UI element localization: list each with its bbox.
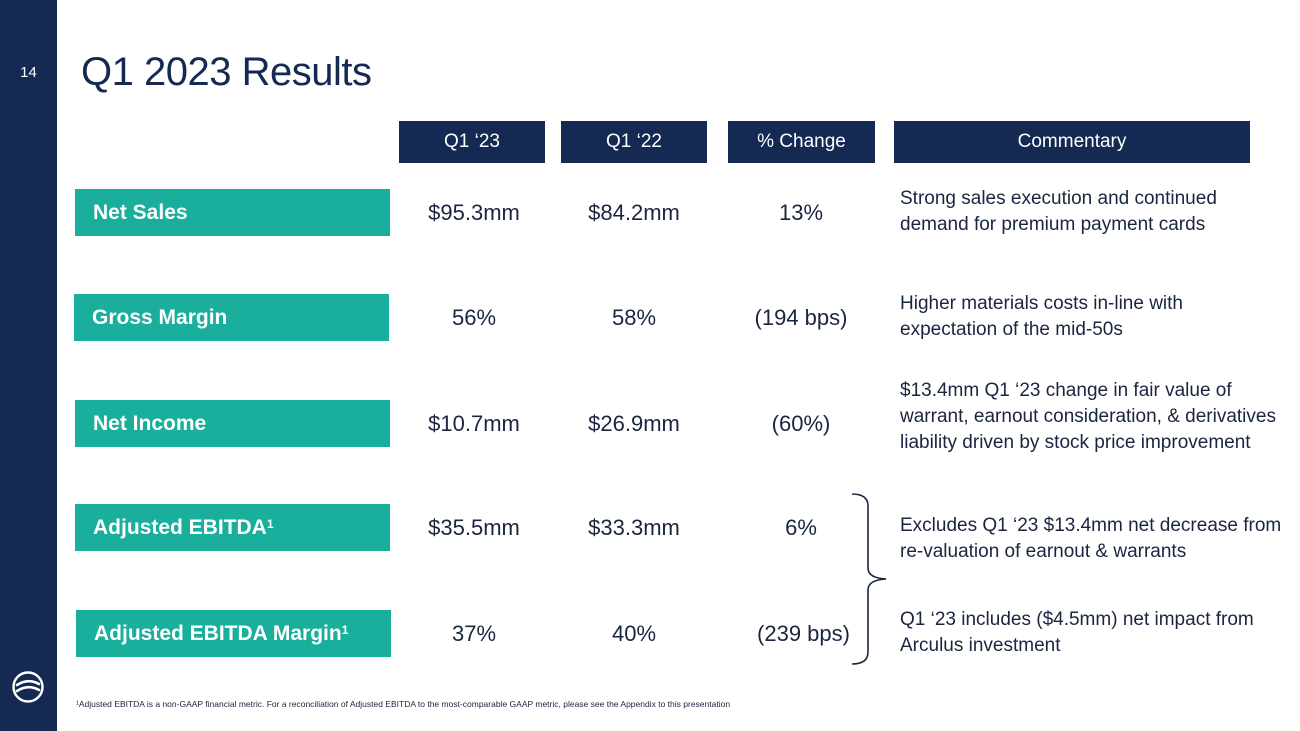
footnote-marker: 1 xyxy=(341,622,349,637)
row-label-adjusted-ebitda-margin: Adjusted EBITDA Margin 1 xyxy=(76,610,391,657)
row-label-net-sales: Net Sales xyxy=(75,189,390,236)
page-title: Q1 2023 Results xyxy=(81,50,372,94)
gross-margin-q1-23: 56% xyxy=(451,305,497,330)
net-sales-change: 13% xyxy=(778,200,824,225)
adjusted-ebitda-margin-commentary: Q1 ‘23 includes ($4.5mm) net impact from… xyxy=(900,609,1254,656)
gross-margin-commentary: Higher materials costs in-line with expe… xyxy=(900,293,1183,340)
row-label-net-income: Net Income xyxy=(75,400,390,447)
gross-margin-q1-22: 58% xyxy=(611,305,657,330)
net-sales-q1-22: $84.2mm xyxy=(588,200,680,225)
row-label-adjusted-ebitda: Adjusted EBITDA 1 xyxy=(75,504,390,551)
company-logo-icon xyxy=(12,671,44,703)
row-label-gross-margin: Gross Margin xyxy=(74,294,389,341)
page-number: 14 xyxy=(20,64,37,81)
adjusted-ebitda-margin-change: (239 bps) xyxy=(757,621,850,646)
adjusted-ebitda-q1-23: $35.5mm xyxy=(428,515,520,540)
adjusted-ebitda-commentary: Excludes Q1 ‘23 $13.4mm net decrease fro… xyxy=(900,515,1282,562)
adjusted-ebitda-margin-q1-22: 40% xyxy=(611,621,657,646)
adjusted-ebitda-change: 6% xyxy=(785,515,817,540)
net-income-q1-22: $26.9mm xyxy=(588,411,680,436)
adjusted-ebitda-q1-22: $33.3mm xyxy=(588,515,680,540)
net-sales-q1-23: $95.3mm xyxy=(428,200,520,225)
row-label-text: Adjusted EBITDA xyxy=(93,515,267,539)
row-label-text: Net Income xyxy=(93,411,207,435)
sidebar: 14 xyxy=(0,0,57,731)
footnote: ¹Adjusted EBITDA is a non-GAAP financial… xyxy=(76,699,731,709)
adjusted-ebitda-margin-q1-23: 37% xyxy=(451,621,497,646)
right-curly-brace-icon xyxy=(851,493,887,665)
row-label-text: Adjusted EBITDA Margin xyxy=(94,621,342,645)
column-header-q1-22: Q1 ‘22 xyxy=(561,121,707,163)
row-label-text: Gross Margin xyxy=(92,305,228,329)
net-income-q1-23: $10.7mm xyxy=(428,411,520,436)
net-sales-commentary: Strong sales execution and continued dem… xyxy=(900,188,1217,235)
column-header-commentary: Commentary xyxy=(894,121,1250,163)
column-header-change: % Change xyxy=(728,121,875,163)
net-income-commentary: $13.4mm Q1 ‘23 change in fair value of w… xyxy=(900,380,1276,453)
gross-margin-change: (194 bps) xyxy=(754,305,848,330)
footnote-marker: 1 xyxy=(266,516,274,531)
column-header-q1-23: Q1 ‘23 xyxy=(399,121,545,163)
row-label-text: Net Sales xyxy=(93,200,188,224)
net-income-change: (60%) xyxy=(771,411,831,436)
